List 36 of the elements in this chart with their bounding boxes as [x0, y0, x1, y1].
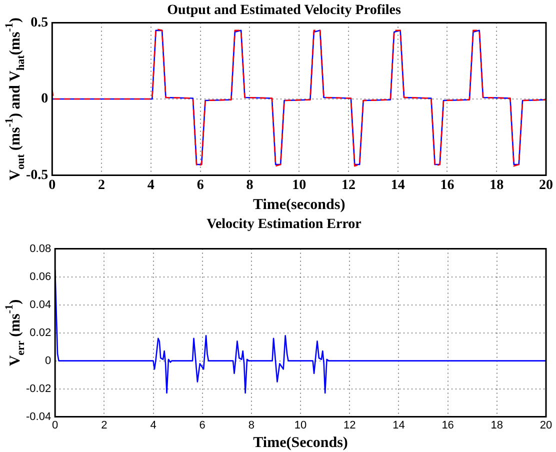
y-tick-label: 0.02	[30, 326, 52, 339]
x-tick-label: 20	[539, 178, 553, 194]
x-tick-label: 4	[150, 419, 156, 432]
x-tick-label: 12	[341, 178, 356, 194]
y-tick-label: 0.04	[30, 298, 52, 311]
x-tick-label: 2	[98, 178, 106, 194]
y-tick-label: 0.5	[30, 15, 48, 30]
x-tick-label: 14	[390, 178, 405, 194]
x-tick-label: 14	[392, 419, 405, 432]
y-tick-label: 0	[41, 92, 48, 107]
x-tick-label: 20	[540, 419, 552, 432]
x-tick-label: 16	[440, 178, 454, 194]
y-tick-label: -0.04	[26, 410, 52, 423]
x-tick-label: 12	[344, 419, 356, 432]
x-tick-label: 2	[101, 419, 108, 432]
x-axis-title: Time(seconds)	[252, 196, 346, 213]
y-tick-label: 0.08	[30, 242, 52, 255]
x-tick-label: 18	[490, 419, 504, 432]
x-tick-label: 8	[248, 419, 255, 432]
x-tick-label: 16	[442, 419, 454, 432]
y-axis-title: Verr (ms-1)	[4, 299, 27, 366]
y-tick-label: 0	[44, 354, 52, 367]
x-tick-label: 6	[196, 178, 204, 194]
y-tick-label: -0.5	[26, 168, 48, 183]
x-tick-label: 10	[292, 178, 306, 194]
x-tick-label: 10	[294, 419, 307, 432]
chart-title: Velocity Estimation Error	[206, 217, 362, 232]
y-tick-label: -0.02	[26, 382, 52, 395]
chart-title: Output and Estimated Velocity Profiles	[167, 3, 402, 18]
x-tick-label: 6	[199, 419, 206, 432]
x-tick-label: 8	[246, 178, 254, 194]
x-tick-label: 4	[147, 178, 154, 194]
y-tick-label: 0.06	[30, 270, 52, 283]
x-tick-label: 18	[490, 178, 504, 194]
x-axis-title: Time(Seconds)	[253, 434, 348, 451]
text: Vout (ms-1) and Vhat(ms-1)	[4, 18, 27, 180]
